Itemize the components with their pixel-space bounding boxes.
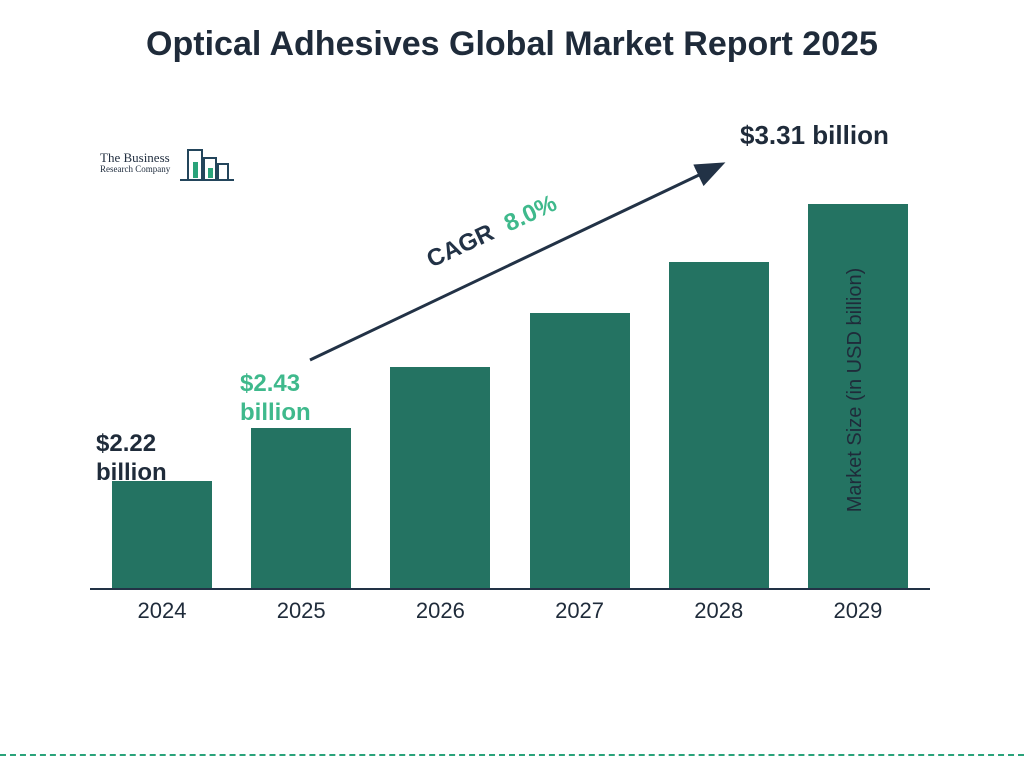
x-tick-label: 2024 xyxy=(102,598,222,624)
bar-slot xyxy=(241,428,361,588)
bar-slot xyxy=(520,313,640,588)
data-label-second: $2.43 billion xyxy=(240,370,311,428)
x-tick-label: 2026 xyxy=(380,598,500,624)
y-axis-label: Market Size (in USD billion) xyxy=(844,268,867,513)
bar-2027 xyxy=(530,313,630,588)
x-tick-label: 2028 xyxy=(659,598,779,624)
x-tick-label: 2025 xyxy=(241,598,361,624)
x-tick-label: 2029 xyxy=(798,598,918,624)
data-label-first: $2.22 billion xyxy=(96,430,167,488)
plot-area: 2024 2025 2026 2027 2028 2029 xyxy=(90,130,930,620)
x-axis-labels: 2024 2025 2026 2027 2028 2029 xyxy=(90,598,930,624)
data-label-first-unit: billion xyxy=(96,459,167,486)
bar-slot xyxy=(102,481,222,588)
x-axis-line xyxy=(90,588,930,590)
x-tick-label: 2027 xyxy=(520,598,640,624)
chart-title-text: Optical Adhesives Global Market Report 2… xyxy=(146,25,878,63)
bar-2025 xyxy=(251,428,351,588)
data-label-second-unit: billion xyxy=(240,399,311,426)
chart-title: Optical Adhesives Global Market Report 2… xyxy=(0,24,1024,65)
bar-2024 xyxy=(112,481,212,588)
bar-2028 xyxy=(669,262,769,588)
bar-group xyxy=(90,130,930,588)
data-label-last-text: $3.31 billion xyxy=(740,120,889,150)
dashed-separator xyxy=(0,754,1024,756)
data-label-last: $3.31 billion xyxy=(740,120,889,151)
data-label-first-amount: $2.22 xyxy=(96,430,156,457)
bar-slot xyxy=(380,367,500,588)
data-label-second-amount: $2.43 xyxy=(240,370,300,397)
bar-2026 xyxy=(390,367,490,588)
bar-slot xyxy=(659,262,779,588)
